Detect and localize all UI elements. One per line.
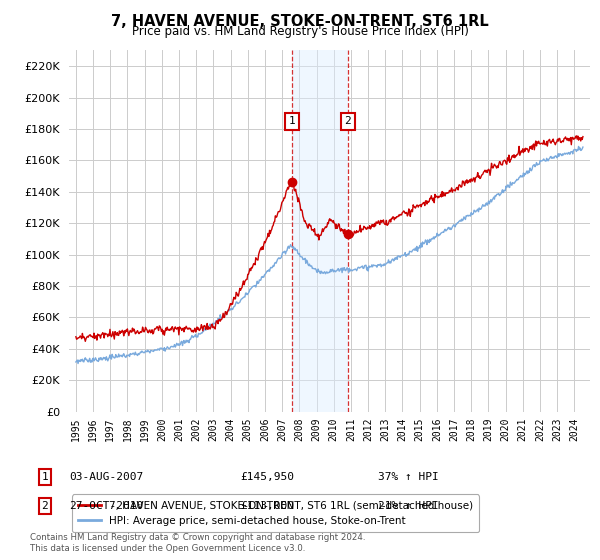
Text: 7, HAVEN AVENUE, STOKE-ON-TRENT, ST6 1RL: 7, HAVEN AVENUE, STOKE-ON-TRENT, ST6 1RL xyxy=(111,14,489,29)
Text: 27-OCT-2010: 27-OCT-2010 xyxy=(69,501,143,511)
Text: 1: 1 xyxy=(41,472,49,482)
Text: £113,000: £113,000 xyxy=(240,501,294,511)
Text: 37% ↑ HPI: 37% ↑ HPI xyxy=(378,472,439,482)
Text: 1: 1 xyxy=(289,116,295,126)
Text: 2: 2 xyxy=(344,116,351,126)
Text: 21% ↑ HPI: 21% ↑ HPI xyxy=(378,501,439,511)
Text: 2: 2 xyxy=(41,501,49,511)
Bar xyxy=(292,50,348,412)
Text: Price paid vs. HM Land Registry's House Price Index (HPI): Price paid vs. HM Land Registry's House … xyxy=(131,25,469,38)
Text: 03-AUG-2007: 03-AUG-2007 xyxy=(69,472,143,482)
Legend: 7, HAVEN AVENUE, STOKE-ON-TRENT, ST6 1RL (semi-detached house), HPI: Average pri: 7, HAVEN AVENUE, STOKE-ON-TRENT, ST6 1RL… xyxy=(71,494,479,532)
Text: £145,950: £145,950 xyxy=(240,472,294,482)
Text: Contains HM Land Registry data © Crown copyright and database right 2024.
This d: Contains HM Land Registry data © Crown c… xyxy=(30,533,365,553)
